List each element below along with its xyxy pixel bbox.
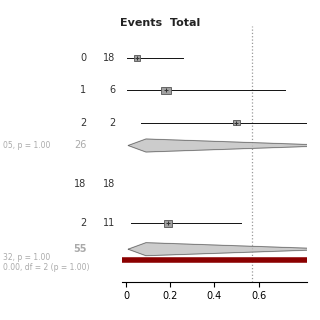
Text: Events  Total: Events Total xyxy=(120,18,200,28)
Text: 2: 2 xyxy=(80,218,86,228)
Text: 6: 6 xyxy=(109,85,115,95)
Text: 0: 0 xyxy=(80,53,86,63)
Text: 18: 18 xyxy=(103,180,115,189)
Text: 32, p = 1.00: 32, p = 1.00 xyxy=(3,253,51,262)
Text: 0.00, df = 2 (p = 1.00): 0.00, df = 2 (p = 1.00) xyxy=(3,262,90,271)
Bar xyxy=(134,55,140,60)
Bar xyxy=(161,87,171,94)
Text: 18: 18 xyxy=(103,53,115,63)
Text: 55: 55 xyxy=(73,244,86,254)
Polygon shape xyxy=(128,243,320,256)
Text: 11: 11 xyxy=(103,218,115,228)
Bar xyxy=(233,120,240,125)
Bar xyxy=(164,220,172,227)
Text: 2: 2 xyxy=(80,118,86,128)
Text: 18: 18 xyxy=(74,180,86,189)
Polygon shape xyxy=(128,139,320,152)
Text: 26: 26 xyxy=(74,140,86,150)
Text: 1: 1 xyxy=(80,85,86,95)
Text: 2: 2 xyxy=(109,118,115,128)
Text: 05, p = 1.00: 05, p = 1.00 xyxy=(3,141,51,150)
